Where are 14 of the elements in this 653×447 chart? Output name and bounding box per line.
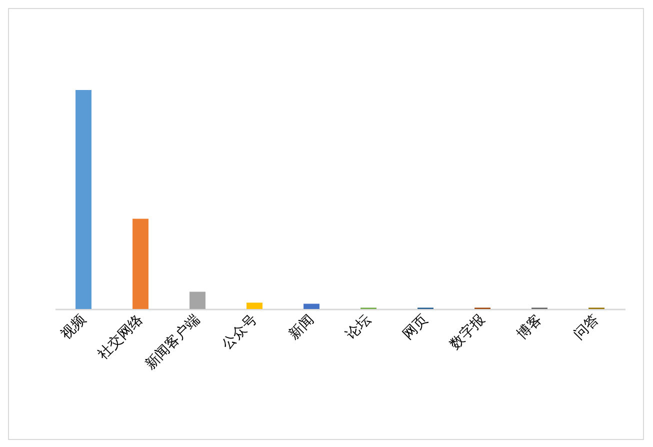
x-tick-label: 新闻 (286, 312, 318, 343)
x-tick-label: 公众号 (219, 312, 260, 353)
bar (190, 292, 206, 309)
bar (304, 304, 320, 309)
bar (132, 218, 148, 309)
x-tick-label: 数字报 (447, 312, 488, 353)
x-tick-label: 论坛 (343, 312, 374, 343)
x-tick-label: 博客 (514, 312, 546, 343)
x-tick-label: 问答 (571, 312, 602, 343)
x-tick-label: 视频 (58, 312, 90, 343)
bar (246, 302, 262, 309)
x-tick-label: 新闻客户端 (142, 312, 204, 373)
bar (76, 90, 92, 309)
x-tick-label: 网页 (400, 312, 432, 343)
